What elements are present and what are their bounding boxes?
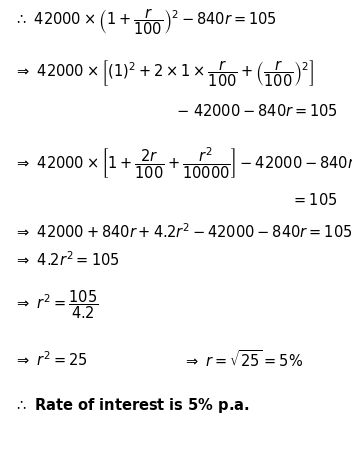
Text: $\Rightarrow\ r = \sqrt{25} = 5\%$: $\Rightarrow\ r = \sqrt{25} = 5\%$ bbox=[183, 349, 303, 370]
Text: $= 105$: $= 105$ bbox=[291, 192, 338, 208]
Text: $\therefore$ Rate of interest is 5% p.a.: $\therefore$ Rate of interest is 5% p.a. bbox=[14, 396, 250, 415]
Text: $\Rightarrow\ r^{2} = 25$: $\Rightarrow\ r^{2} = 25$ bbox=[14, 350, 88, 369]
Text: $\Rightarrow\ 4.2r^{2} = 105$: $\Rightarrow\ 4.2r^{2} = 105$ bbox=[14, 251, 120, 270]
Text: $\Rightarrow\ 42000 \times \left[1+\dfrac{2r}{100}+\dfrac{r^{2}}{10000}\right]-4: $\Rightarrow\ 42000 \times \left[1+\dfra… bbox=[14, 146, 352, 181]
Text: $\Rightarrow\ r^{2} = \dfrac{105}{4.2}$: $\Rightarrow\ r^{2} = \dfrac{105}{4.2}$ bbox=[14, 289, 99, 321]
Text: $\Rightarrow\ 42000 \times \left[(1)^{2}+2\times1\times\dfrac{r}{100}+\left(\dfr: $\Rightarrow\ 42000 \times \left[(1)^{2}… bbox=[14, 58, 314, 88]
Text: $-\ 42000 - 840r = 105$: $-\ 42000 - 840r = 105$ bbox=[176, 103, 338, 119]
Text: $\Rightarrow\ 42000+840r+4.2r^{2}-42000-840r = 105$: $\Rightarrow\ 42000+840r+4.2r^{2}-42000-… bbox=[14, 222, 352, 241]
Text: $\therefore\ 42000 \times \left(1+\dfrac{r}{100}\right)^{2} - 840r = 105$: $\therefore\ 42000 \times \left(1+\dfrac… bbox=[14, 6, 277, 36]
